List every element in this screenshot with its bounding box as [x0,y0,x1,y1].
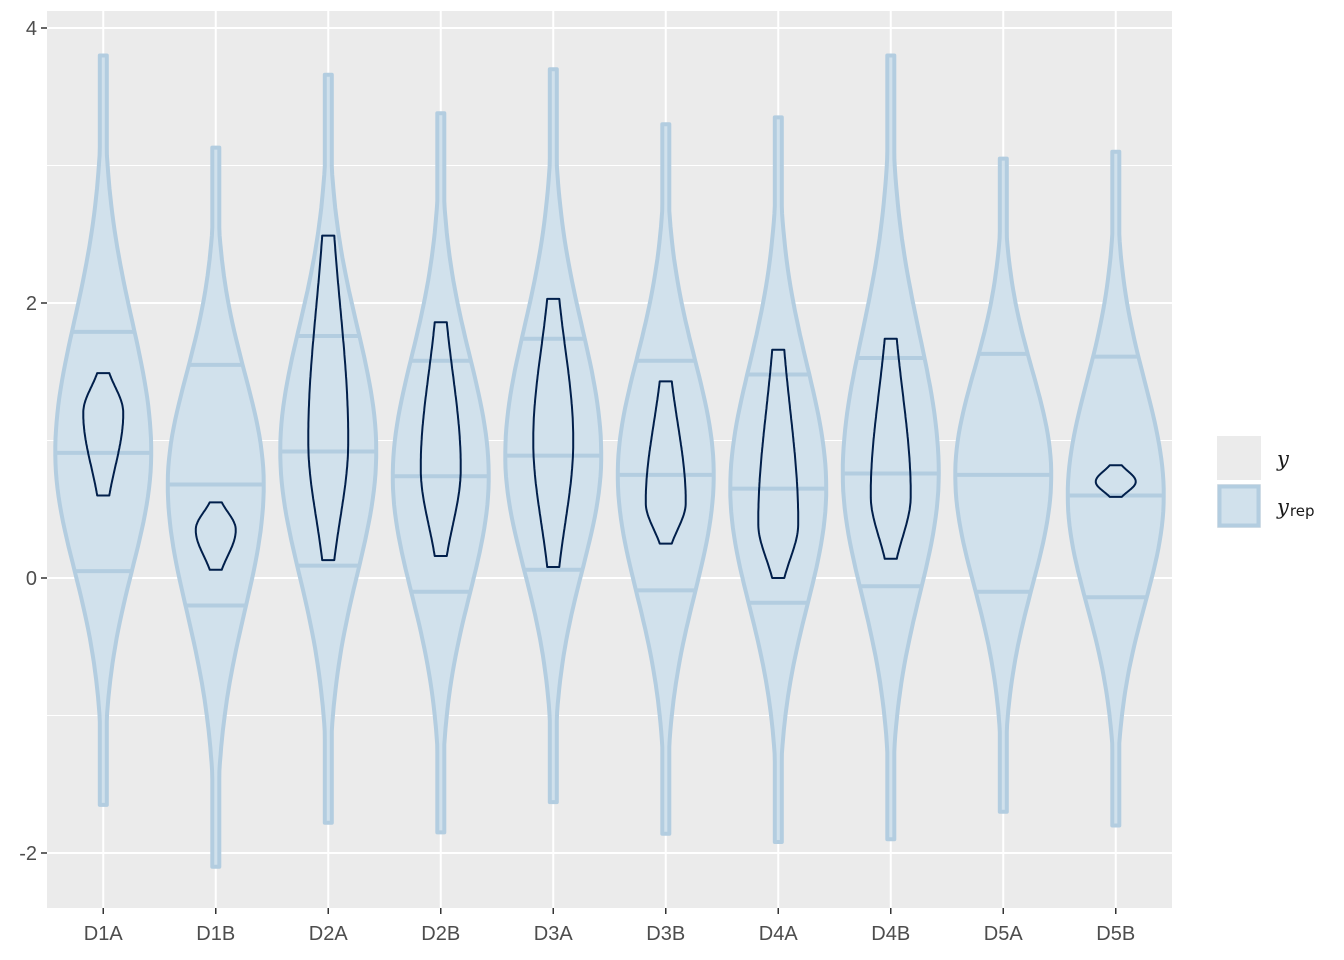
x-tick-label: D3B [646,923,685,945]
yrep-violin [165,145,266,869]
y-tick-label: 4 [26,18,37,40]
legend-label-yrep-main: y [1276,495,1290,519]
x-tick-label: D1A [84,923,124,945]
y-violin [644,380,687,545]
yrep-violin [53,53,154,807]
y-violin [307,234,350,562]
y-axis: -2 0 2 4 [19,18,47,865]
legend-label-y: y [1276,447,1290,471]
x-tick-label: D4A [759,923,799,945]
y-violin [532,297,575,568]
y-violin [194,501,237,571]
yrep-violin [503,67,604,805]
y-tick-label: -2 [19,843,37,865]
x-tick-label: D2A [309,923,349,945]
x-tick-label: D1B [196,923,235,945]
yrep-violin [390,111,491,835]
y-violin [419,321,462,557]
x-tick-label: D5A [984,923,1024,945]
y-violin [1094,464,1137,498]
legend: y yrep [1217,436,1314,528]
y-violin [82,372,125,497]
legend-label-yrep: yrep [1276,495,1314,520]
x-tick-label: D3A [534,923,574,945]
yrep-violin [615,122,716,836]
y-violin [757,348,800,579]
y-violin [869,337,912,560]
x-tick-label: D2B [421,923,460,945]
legend-key-y [1217,436,1261,480]
y-tick-label: 2 [26,293,37,315]
yrep-violin [278,72,379,825]
legend-key-yrep [1217,484,1261,528]
x-tick-label: D4B [871,923,910,945]
yrep-violin [840,53,941,842]
legend-label-yrep-sub: rep [1290,502,1315,520]
violins [53,53,1166,869]
x-tick-label: D5B [1096,923,1135,945]
x-axis: D1A D1B D2A D2B D3A D3B D4A D4B D5A D5B [84,908,1135,945]
y-tick-label: 0 [26,568,37,590]
yrep-violin [728,115,829,844]
